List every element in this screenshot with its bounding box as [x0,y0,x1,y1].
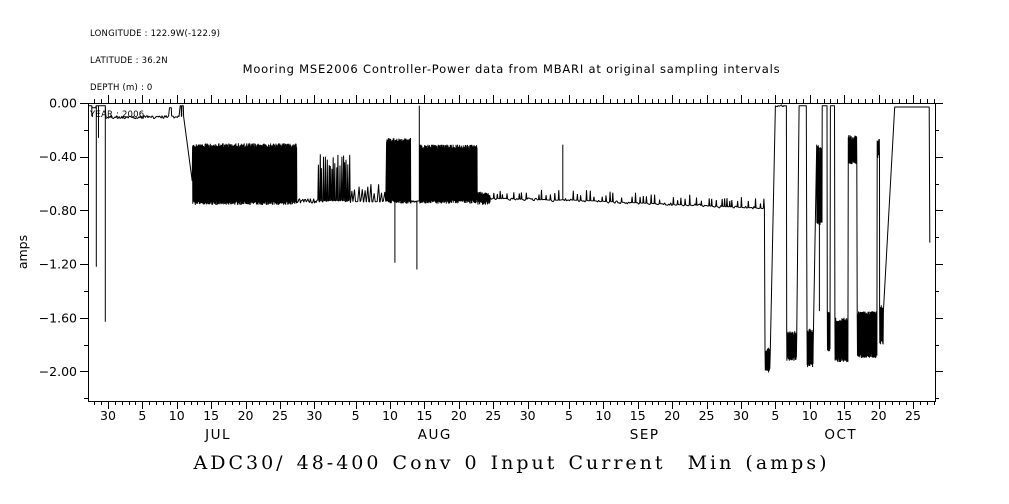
y-tick-label: −0.40 [39,149,77,164]
x-tick-label: 25 [699,408,715,423]
x-tick-label: 5 [565,408,573,423]
y-tick-label: −1.20 [39,257,77,272]
y-tick-label: −0.80 [39,203,77,218]
x-tick-label: 20 [871,408,887,423]
y-tick-label: −1.60 [39,310,77,325]
meta-depth: DEPTH (m) : 0 [90,83,153,93]
x-tick-label: 20 [664,408,680,423]
x-tick-label: 15 [417,408,433,423]
series-group [88,104,931,373]
x-tick-label: 10 [169,408,185,423]
station-metadata: LONGITUDE : 122.9W(-122.9) LATITUDE : 36… [90,12,220,138]
x-tick-label: 20 [238,408,254,423]
x-tick-label: 5 [138,408,146,423]
data-series [88,104,931,373]
x-tick-label: 5 [352,408,360,423]
x-axis-ticks [94,95,935,409]
y-axis-title: amps [15,235,30,269]
x-tick-label: 15 [203,408,219,423]
x-tick-label: 25 [905,408,921,423]
x-tick-label: 25 [485,408,501,423]
month-label: AUG [418,427,452,443]
x-tick-label: 30 [733,408,749,423]
month-label: OCT [824,427,857,443]
plot-border [88,103,936,402]
month-labels: JUL AUG SEP OCT [204,427,857,443]
meta-year: YEAR : 2006 [90,110,145,120]
x-tick-label: 30 [520,408,536,423]
x-tick-label: 10 [802,408,818,423]
meta-latitude: LATITUDE : 36.2N [90,56,168,66]
chart-title: Mooring MSE2006 Controller-Power data fr… [242,62,781,76]
x-tick-label: 5 [771,408,779,423]
y-axis-labels: 0.00 −0.40 −0.80 −1.20 −1.60 −2.00 [39,96,77,379]
footer-title: ADC30/ 48-400 Conv 0 Input Current Min (… [193,452,830,474]
meta-longitude: LONGITUDE : 122.9W(-122.9) [90,29,221,39]
month-label: JUL [204,427,231,443]
y-tick-label: −2.00 [39,364,77,379]
x-axis-labels: 30 5 10 15 20 25 30 5 10 15 20 25 30 5 10 15 20 25 30 5 10 15… [100,408,921,423]
x-tick-label: 15 [836,408,852,423]
x-tick-label: 20 [451,408,467,423]
x-tick-label: 10 [382,408,398,423]
x-tick-label: 30 [306,408,322,423]
y-tick-label: 0.00 [49,96,77,111]
y-axis-ticks [80,103,943,399]
x-tick-label: 15 [630,408,646,423]
month-label: SEP [630,427,660,443]
x-tick-label: 10 [595,408,611,423]
x-tick-label: 25 [272,408,288,423]
x-tick-label: 30 [100,408,116,423]
